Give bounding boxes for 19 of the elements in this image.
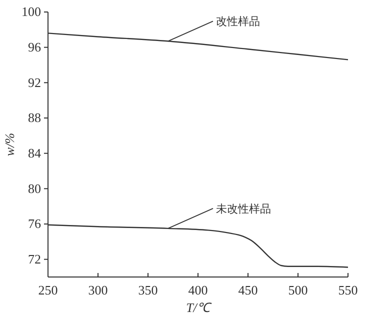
x-tick-label: 350 [138,282,158,298]
y-tick-label: 84 [28,145,42,160]
y-tick-label: 76 [28,216,42,232]
y-tick-label: 92 [28,74,41,90]
y-tick-label: 96 [28,39,42,54]
y-tick-label: 88 [28,110,41,126]
y-tick-label: 80 [28,180,41,196]
x-tick-label: 300 [88,282,108,298]
x-tick-label: 400 [188,282,208,298]
y-tick-label: 100 [22,4,41,20]
y-axis-title: w/% [2,132,17,156]
x-tick-label: 550 [338,282,358,298]
y-tick-label: 72 [28,251,41,266]
annotation: 未改性样品 [216,202,271,216]
x-axis-title: T/℃ [186,300,212,315]
x-tick-label: 450 [238,282,258,298]
x-tick-label: 500 [288,282,308,298]
annotation: 改性样品 [216,15,260,28]
x-tick-label: 250 [38,282,58,298]
